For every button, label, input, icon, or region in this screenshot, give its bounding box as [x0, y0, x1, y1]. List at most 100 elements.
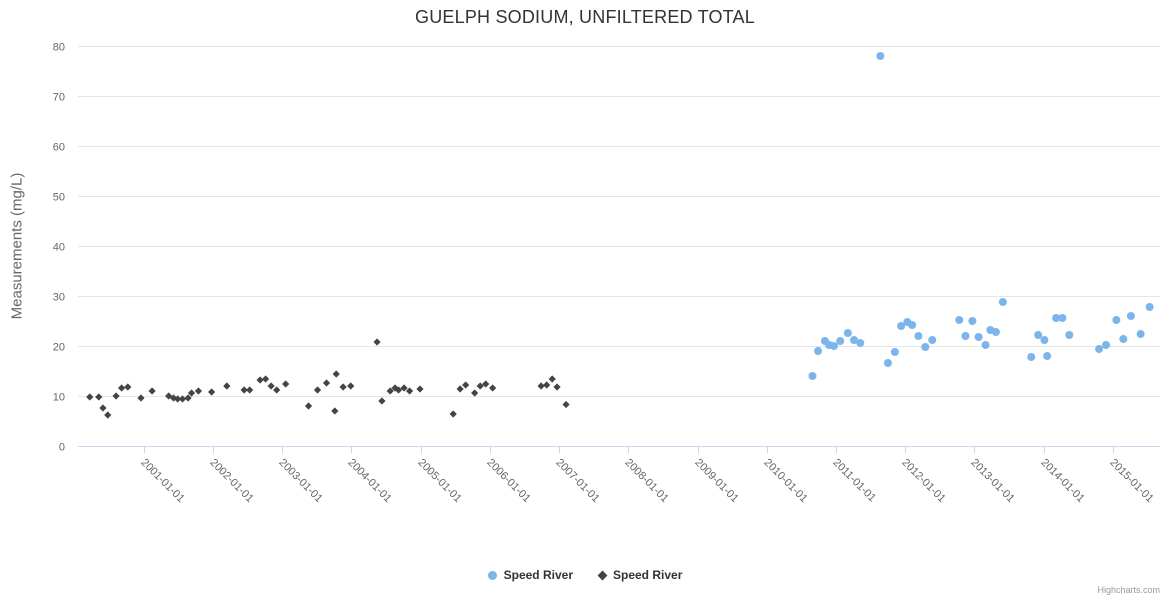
data-point-diamond[interactable]	[304, 402, 313, 410]
data-point-circle[interactable]	[1027, 353, 1036, 361]
data-point-circle[interactable]	[897, 322, 906, 330]
data-point-diamond[interactable]	[187, 389, 196, 397]
data-point-diamond[interactable]	[378, 397, 386, 405]
data-point-circle[interactable]	[890, 348, 899, 356]
data-point-circle[interactable]	[908, 321, 917, 329]
data-point-diamond[interactable]	[95, 393, 103, 401]
data-point-circle[interactable]	[1058, 314, 1067, 322]
data-point-circle[interactable]	[1112, 316, 1121, 324]
y-axis-tick-label: 20	[53, 342, 65, 354]
highcharts-credits[interactable]: Highcharts.com	[1097, 585, 1160, 595]
data-point-diamond[interactable]	[386, 387, 394, 395]
data-point-circle[interactable]	[1095, 345, 1104, 353]
data-point-circle[interactable]	[1065, 331, 1074, 339]
data-point-diamond[interactable]	[332, 370, 340, 378]
data-point-circle[interactable]	[921, 343, 930, 351]
data-point-circle[interactable]	[876, 52, 885, 60]
data-point-circle[interactable]	[1126, 312, 1135, 320]
data-point-diamond[interactable]	[553, 383, 561, 391]
data-point-diamond[interactable]	[462, 381, 470, 389]
data-point-diamond[interactable]	[99, 404, 107, 412]
legend: Speed River Speed River	[0, 568, 1170, 582]
data-point-diamond[interactable]	[184, 394, 192, 402]
data-point-circle[interactable]	[814, 347, 823, 355]
data-point-diamond[interactable]	[471, 389, 479, 397]
data-point-circle[interactable]	[981, 341, 990, 349]
data-point-diamond[interactable]	[273, 386, 281, 394]
data-point-circle[interactable]	[1052, 314, 1061, 322]
data-point-diamond[interactable]	[282, 380, 290, 388]
data-point-circle[interactable]	[1136, 330, 1145, 338]
legend-item-speed-river-blue[interactable]: Speed River	[487, 568, 573, 582]
legend-label-blue: Speed River	[503, 568, 573, 582]
data-point-diamond[interactable]	[112, 392, 120, 400]
data-point-diamond[interactable]	[400, 384, 408, 392]
data-point-diamond[interactable]	[537, 382, 545, 390]
data-point-circle[interactable]	[843, 329, 852, 337]
data-point-circle[interactable]	[850, 336, 859, 344]
data-point-circle[interactable]	[998, 298, 1007, 306]
data-point-circle[interactable]	[914, 332, 923, 340]
data-point-diamond[interactable]	[104, 411, 112, 419]
x-axis-tick-label: 2009-01-01	[692, 457, 740, 505]
legend-label-dark: Speed River	[613, 568, 683, 582]
data-point-circle[interactable]	[928, 336, 937, 344]
data-point-diamond[interactable]	[262, 375, 270, 383]
data-point-diamond[interactable]	[543, 381, 551, 389]
data-point-circle[interactable]	[1034, 331, 1043, 339]
data-point-circle[interactable]	[974, 333, 983, 341]
data-point-diamond[interactable]	[482, 380, 490, 388]
data-point-diamond[interactable]	[562, 400, 570, 409]
data-point-diamond[interactable]	[339, 383, 347, 391]
data-point-diamond[interactable]	[405, 387, 414, 395]
data-point-circle[interactable]	[968, 317, 977, 325]
y-axis-tick-label: 80	[53, 42, 65, 54]
data-point-diamond[interactable]	[208, 388, 216, 396]
x-axis-tick-label: 2012-01-01	[899, 457, 947, 505]
data-point-circle[interactable]	[883, 359, 892, 367]
data-point-diamond[interactable]	[456, 385, 464, 393]
x-axis-tick-label: 2011-01-01	[830, 457, 878, 505]
data-point-diamond[interactable]	[246, 386, 254, 394]
data-point-diamond[interactable]	[267, 382, 275, 390]
data-point-diamond[interactable]	[178, 395, 187, 403]
data-point-diamond[interactable]	[240, 386, 248, 394]
data-point-circle[interactable]	[961, 332, 970, 340]
data-point-diamond[interactable]	[416, 385, 424, 393]
data-point-diamond[interactable]	[476, 382, 484, 390]
data-point-circle[interactable]	[1145, 303, 1154, 311]
data-point-circle[interactable]	[1040, 336, 1049, 344]
data-point-diamond[interactable]	[223, 382, 231, 390]
data-point-circle[interactable]	[1102, 341, 1111, 349]
data-point-circle[interactable]	[991, 328, 1000, 336]
data-point-diamond[interactable]	[373, 338, 381, 346]
legend-item-speed-river-dark[interactable]: Speed River	[597, 568, 683, 582]
data-point-diamond[interactable]	[86, 393, 94, 401]
data-point-diamond[interactable]	[322, 379, 331, 387]
data-point-diamond[interactable]	[137, 394, 145, 402]
data-point-diamond[interactable]	[331, 407, 339, 415]
data-point-diamond[interactable]	[347, 382, 355, 390]
data-point-diamond[interactable]	[256, 376, 264, 384]
data-point-diamond[interactable]	[194, 387, 203, 395]
data-point-circle[interactable]	[808, 372, 817, 380]
data-point-circle[interactable]	[1043, 352, 1052, 360]
x-axis-tick-label: 2003-01-01	[276, 457, 324, 505]
data-point-diamond[interactable]	[394, 386, 403, 394]
x-axis-tick-label: 2004-01-01	[345, 457, 393, 505]
data-point-circle[interactable]	[856, 339, 865, 347]
data-point-circle[interactable]	[829, 342, 838, 350]
data-point-diamond[interactable]	[124, 383, 132, 391]
data-point-diamond[interactable]	[313, 386, 322, 394]
x-axis-tick-label: 2005-01-01	[415, 457, 463, 505]
data-point-diamond[interactable]	[148, 387, 156, 395]
data-point-circle[interactable]	[836, 337, 845, 345]
data-point-circle[interactable]	[955, 316, 964, 324]
data-point-diamond[interactable]	[174, 395, 182, 403]
data-point-diamond[interactable]	[548, 375, 556, 383]
data-point-diamond[interactable]	[118, 384, 126, 392]
data-point-diamond[interactable]	[449, 410, 457, 418]
x-axis-tick-label: 2013-01-01	[968, 457, 1016, 505]
data-point-circle[interactable]	[1119, 335, 1128, 343]
data-point-diamond[interactable]	[489, 384, 497, 392]
